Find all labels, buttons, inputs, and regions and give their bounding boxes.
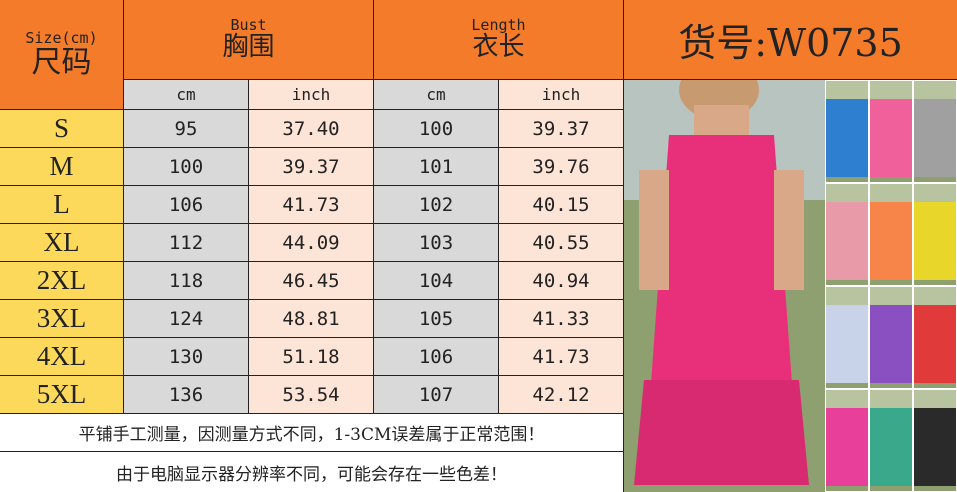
cell-bust-cm: 95 [124,110,249,148]
color-variant-thumbnail [825,286,869,389]
unit-header-inch: inch [499,80,624,110]
cell-len-cm: 107 [374,376,499,414]
color-variant-thumbnail [913,80,957,183]
cell-bust-cm: 136 [124,376,249,414]
cell-bust-cm: 124 [124,300,249,338]
cell-len-cm: 103 [374,224,499,262]
size-header-cn: 尺码 [31,45,92,81]
size-label: 4XL [0,338,124,376]
cell-len-cm: 102 [374,186,499,224]
cell-len-in: 40.55 [499,224,624,262]
cell-len-cm: 106 [374,338,499,376]
product-code: 货号:W0735 [624,0,957,80]
bust-header: Bust 胸围 [124,0,374,80]
cell-bust-in: 37.40 [249,110,374,148]
size-header-en: Size(cm) [25,28,98,47]
cell-len-cm: 105 [374,300,499,338]
cell-bust-in: 41.73 [249,186,374,224]
unit-header-inch: inch [249,80,374,110]
cell-bust-in: 53.54 [249,376,374,414]
color-variant-thumbnail [869,183,913,286]
length-header-en: Length [471,15,526,34]
cell-len-in: 40.94 [499,262,624,300]
color-variant-thumbnail [913,389,957,492]
unit-header-cm: cm [124,80,249,110]
size-label: XL [0,224,124,262]
cell-bust-cm: 130 [124,338,249,376]
color-variant-thumbnail [869,286,913,389]
size-label: L [0,186,124,224]
product-photo [624,80,957,492]
size-label: 5XL [0,376,124,414]
cell-len-cm: 100 [374,110,499,148]
color-note: 由于电脑显示器分辨率不同，可能会存在一些色差！ [0,452,624,492]
length-header: Length 衣长 [374,0,624,80]
cell-len-cm: 101 [374,148,499,186]
bust-header-en: Bust [230,15,267,34]
color-variant-thumbnail [869,389,913,492]
cell-bust-in: 39.37 [249,148,374,186]
cell-len-in: 40.15 [499,186,624,224]
unit-header-cm: cm [374,80,499,110]
size-label: M [0,148,124,186]
size-header: Size(cm) 尺码 [0,0,124,110]
cell-bust-in: 46.45 [249,262,374,300]
cell-len-in: 42.12 [499,376,624,414]
size-label: 2XL [0,262,124,300]
cell-len-in: 39.37 [499,110,624,148]
color-variant-thumbnail [825,80,869,183]
cell-len-cm: 104 [374,262,499,300]
cell-bust-cm: 118 [124,262,249,300]
measurement-note: 平铺手工测量，因测量方式不同，1-3CM误差属于正常范围！ [0,414,624,452]
model-dress-image [624,80,825,492]
size-label: S [0,110,124,148]
cell-bust-cm: 112 [124,224,249,262]
cell-bust-cm: 100 [124,148,249,186]
size-label: 3XL [0,300,124,338]
cell-bust-in: 48.81 [249,300,374,338]
bust-header-cn: 胸围 [222,32,275,63]
color-variant-thumbnail [825,389,869,492]
length-header-cn: 衣长 [472,32,525,63]
color-variant-thumbnail [913,286,957,389]
cell-bust-in: 51.18 [249,338,374,376]
cell-len-in: 39.76 [499,148,624,186]
cell-len-in: 41.73 [499,338,624,376]
cell-bust-cm: 106 [124,186,249,224]
color-variant-thumbnail [869,80,913,183]
color-variant-thumbnail [825,183,869,286]
cell-len-in: 41.33 [499,300,624,338]
cell-bust-in: 44.09 [249,224,374,262]
color-variant-thumbnail [913,183,957,286]
